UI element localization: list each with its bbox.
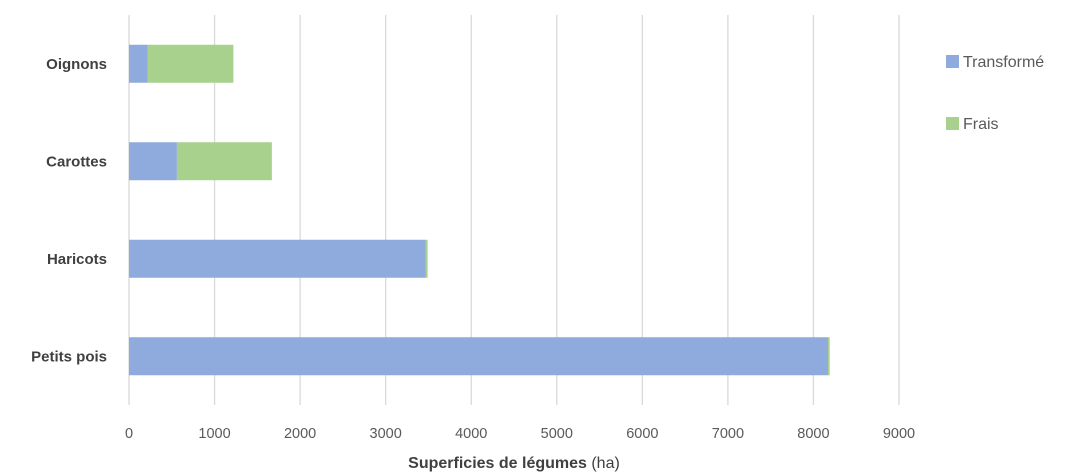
- bar-haricots-transform: [129, 239, 426, 278]
- bar-petits-pois-transform: [129, 337, 828, 376]
- category-labels: Petits pois Haricots Carottes Oignons: [31, 56, 107, 366]
- x-tick-label-3000: 3000: [370, 426, 402, 442]
- x-tick-label-6000: 6000: [626, 426, 658, 442]
- bar-oignons-frais: [147, 44, 234, 83]
- legend-label-frais: Frais: [963, 116, 999, 133]
- bars: [129, 44, 830, 376]
- bar-haricots-frais: [425, 239, 428, 278]
- legend-label-transform: Transformé: [963, 54, 1044, 71]
- bar-carottes-frais: [176, 142, 272, 181]
- category-label-haricots: Haricots: [47, 251, 107, 268]
- legend: Transformé Frais: [946, 54, 1044, 133]
- x-tick-label-0: 0: [125, 426, 133, 442]
- x-tick-label-4000: 4000: [455, 426, 487, 442]
- bar-carottes-transform: [129, 142, 177, 181]
- category-label-oignons: Oignons: [46, 56, 107, 73]
- x-tick-label-1000: 1000: [198, 426, 230, 442]
- x-axis-title: Superficies de légumes (ha): [408, 455, 620, 472]
- legend-swatch-frais: [946, 117, 959, 130]
- x-axis-title-unit: (ha): [587, 455, 620, 472]
- x-tick-labels: 0 1000 2000 3000 4000 5000 6000 7000 8000 9000: [125, 426, 915, 442]
- x-axis-title-main: Superficies de légumes: [408, 455, 587, 472]
- category-label-carottes: Carottes: [46, 153, 107, 170]
- category-label-petits-pois: Petits pois: [31, 348, 107, 365]
- x-tick-label-2000: 2000: [284, 426, 316, 442]
- x-tick-label-9000: 9000: [883, 426, 915, 442]
- x-tick-label-5000: 5000: [541, 426, 573, 442]
- legend-swatch-transform: [946, 55, 959, 68]
- bar-petits-pois-frais: [827, 337, 830, 376]
- x-tick-label-7000: 7000: [712, 426, 744, 442]
- bar-oignons-transform: [129, 44, 148, 83]
- x-tick-label-8000: 8000: [797, 426, 829, 442]
